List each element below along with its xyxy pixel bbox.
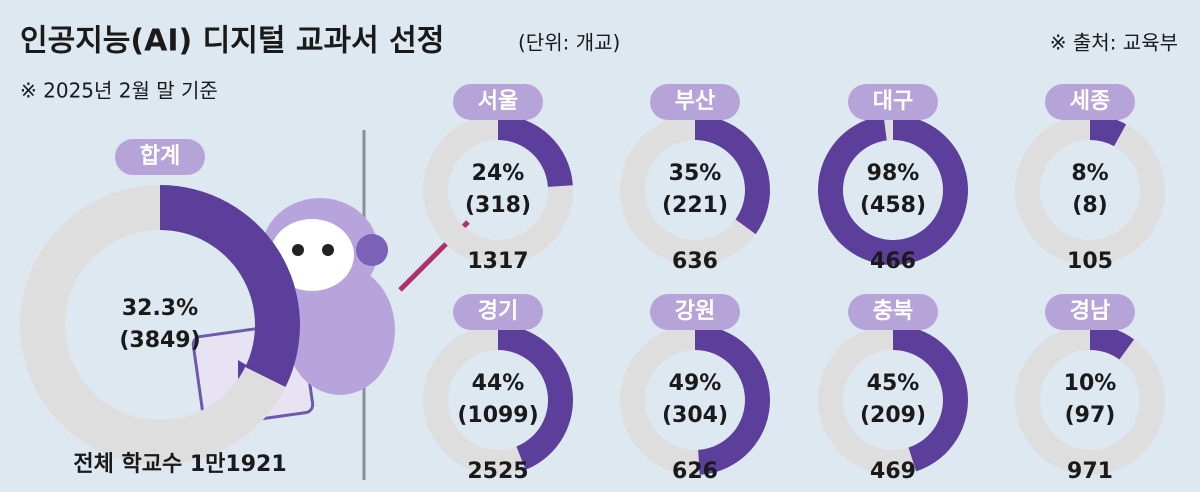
count-label: (8): [1072, 193, 1107, 218]
pill: [115, 139, 205, 175]
value-label: 8%: [1071, 161, 1108, 186]
donut-title: 합계: [140, 143, 180, 169]
count-label: (97): [1065, 403, 1116, 428]
donut-track: [1015, 115, 1165, 265]
pill: [453, 84, 543, 120]
donut-arc: [695, 115, 770, 235]
total-label: 2525: [467, 459, 528, 484]
unit: (단위: 개교): [518, 31, 620, 55]
count-label: (209): [860, 403, 926, 428]
value-label: 24%: [472, 161, 525, 186]
total-label: 전체 학교수 1만1921: [73, 452, 286, 477]
donut-title: 강원: [675, 299, 715, 324]
total-label: 105: [1067, 249, 1113, 274]
value-label: 32.3%: [122, 296, 198, 321]
pill: [1045, 84, 1135, 120]
value-label: 98%: [867, 161, 920, 186]
value-label: 45%: [867, 371, 920, 396]
total-label: 971: [1067, 459, 1113, 484]
total-label: 626: [672, 459, 718, 484]
pill: [848, 84, 938, 120]
donut-arc: [893, 325, 968, 472]
count-label: (458): [860, 193, 926, 218]
count-label: (3849): [119, 328, 200, 353]
donut-title: 경남: [1070, 299, 1110, 324]
value-label: 10%: [1064, 371, 1117, 396]
donut-title: 부산: [675, 89, 715, 114]
donut-arc: [498, 115, 573, 187]
count-label: (318): [465, 193, 531, 218]
pill: [1045, 294, 1135, 330]
donut-arc: [160, 185, 301, 387]
note: ※ 2025년 2월 말 기준: [20, 79, 218, 103]
donut-track: [1015, 325, 1165, 475]
pill: [453, 294, 543, 330]
pill: [650, 294, 740, 330]
donut-title: 세종: [1070, 89, 1110, 114]
count-label: (304): [662, 403, 728, 428]
donut-title: 경기: [478, 299, 518, 324]
total-label: 466: [870, 249, 916, 274]
donut-title: 대구: [873, 89, 913, 114]
pill: [848, 294, 938, 330]
count-label: (221): [662, 193, 728, 218]
total-label: 469: [870, 459, 916, 484]
total-label: 1317: [467, 249, 528, 274]
donut-arc: [498, 325, 573, 470]
source: ※ 출처: 교육부: [1050, 31, 1178, 55]
donut-arc: [1090, 325, 1135, 360]
pill: [650, 84, 740, 120]
title: 인공지능(AI) 디지털 교과서 선정: [20, 24, 444, 59]
value-label: 44%: [472, 371, 525, 396]
value-label: 49%: [669, 371, 722, 396]
donut-title: 충북: [873, 299, 913, 324]
total-label: 636: [672, 249, 718, 274]
donut-arc: [695, 325, 770, 475]
donut-title: 서울: [478, 89, 518, 114]
donut-arc: [1090, 115, 1127, 147]
count-label: (1099): [457, 403, 538, 428]
value-label: 35%: [669, 161, 722, 186]
donut-arc: [817, 115, 968, 265]
